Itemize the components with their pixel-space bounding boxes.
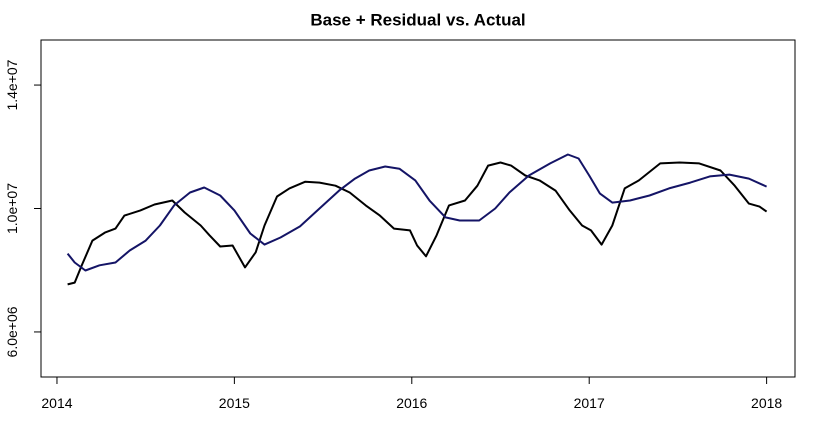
x-tick-label: 2016	[396, 395, 427, 411]
plot-box	[40, 39, 796, 378]
chart-title: Base + Residual vs. Actual	[310, 10, 525, 29]
x-tick-label: 2015	[219, 395, 250, 411]
y-tick-label: 1.4e+07	[4, 59, 20, 110]
series-line	[66, 153, 768, 272]
y-tick-label: 6.0e+06	[4, 306, 20, 357]
x-tick-label: 2018	[751, 395, 782, 411]
x-tick-label: 2014	[41, 395, 72, 411]
x-tick-label: 2017	[574, 395, 605, 411]
y-tick-label: 1.0e+07	[4, 183, 20, 234]
series-line	[67, 161, 768, 286]
